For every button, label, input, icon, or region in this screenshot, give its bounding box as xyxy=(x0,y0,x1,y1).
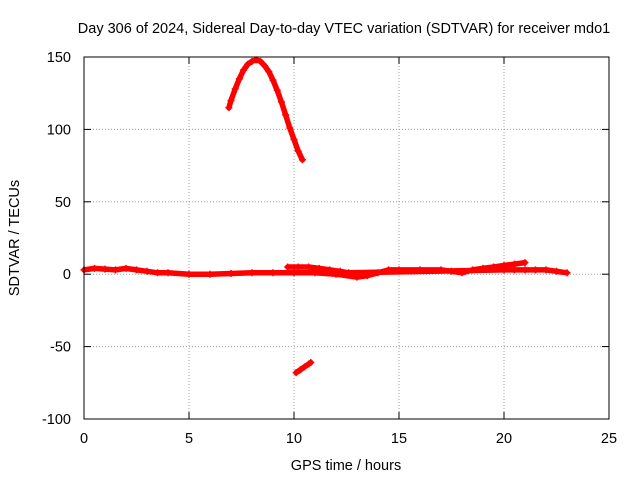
data-point xyxy=(345,269,353,277)
data-point xyxy=(286,124,294,132)
y-tick-label: -50 xyxy=(50,340,71,356)
data-point xyxy=(282,111,290,119)
y-tick-label: 150 xyxy=(47,50,71,66)
gridlines xyxy=(84,57,609,419)
data-point xyxy=(265,67,273,75)
data-point xyxy=(227,269,235,277)
data-point xyxy=(315,264,323,272)
data-point xyxy=(305,263,313,271)
data-point xyxy=(133,266,140,274)
data-point xyxy=(294,147,302,155)
y-tick-label: -100 xyxy=(42,412,71,428)
data-point xyxy=(296,366,304,374)
data-point xyxy=(206,270,214,278)
data-point xyxy=(248,57,256,65)
x-tick-label: 10 xyxy=(286,431,302,447)
data-point xyxy=(252,56,260,64)
data-point xyxy=(290,269,298,277)
data-point xyxy=(511,266,518,274)
data-point xyxy=(298,156,306,164)
data-point xyxy=(261,62,269,70)
x-axis-label: GPS time / hours xyxy=(291,458,401,474)
data-point xyxy=(235,75,243,83)
y-tick-label: 100 xyxy=(47,122,71,138)
data-point xyxy=(91,264,98,272)
data-point xyxy=(143,267,151,275)
data-point xyxy=(231,85,239,93)
data-point xyxy=(326,266,334,274)
data-point xyxy=(521,266,529,274)
data-point xyxy=(542,266,550,274)
data-point xyxy=(553,267,560,275)
data-point xyxy=(284,263,292,271)
data-point xyxy=(244,60,252,68)
y-axis-label: SDTVAR / TECUs xyxy=(7,180,23,296)
data-point xyxy=(500,266,508,274)
tick-labels: 0 5 10 15 20 25 -100 -50 0 50 100 150 xyxy=(42,50,617,447)
data-point xyxy=(256,57,264,65)
data-point xyxy=(292,369,300,377)
data-point xyxy=(521,259,529,267)
x-tick-label: 20 xyxy=(496,431,512,447)
data-series xyxy=(80,56,571,377)
x-tick-label: 25 xyxy=(601,431,617,447)
series-line-arc-high xyxy=(226,57,306,163)
data-point xyxy=(154,269,161,277)
data-point xyxy=(307,359,315,367)
data-point xyxy=(248,269,256,277)
x-tick-label: 5 xyxy=(185,431,193,447)
data-point xyxy=(273,86,281,94)
data-point xyxy=(227,96,235,104)
data-point xyxy=(269,76,277,84)
data-point xyxy=(122,264,130,272)
y-tick-label: 50 xyxy=(55,195,71,211)
data-point xyxy=(269,269,277,277)
data-point xyxy=(185,270,193,278)
data-point xyxy=(301,363,308,371)
data-point xyxy=(101,265,109,273)
data-point xyxy=(112,266,119,274)
x-tick-label: 15 xyxy=(391,431,407,447)
data-point xyxy=(563,269,571,277)
data-point xyxy=(336,267,344,275)
tick-marks xyxy=(83,56,610,420)
y-tick-label: 0 xyxy=(63,267,71,283)
data-point xyxy=(294,263,302,271)
data-point xyxy=(290,136,298,144)
data-point xyxy=(164,269,172,277)
plot-frame xyxy=(83,56,610,420)
data-point xyxy=(240,66,248,74)
data-point xyxy=(532,266,539,274)
data-point xyxy=(225,104,233,112)
x-tick-label: 0 xyxy=(80,431,88,447)
data-point xyxy=(277,98,285,106)
chart-title: Day 306 of 2024, Sidereal Day-to-day VTE… xyxy=(78,21,610,37)
